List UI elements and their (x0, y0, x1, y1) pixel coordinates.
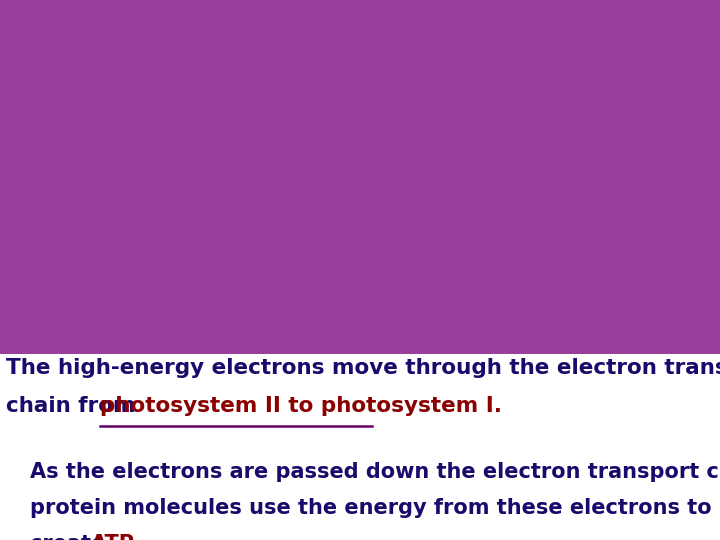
Text: photosystem II to photosystem I.: photosystem II to photosystem I. (99, 396, 502, 416)
Text: chain from: chain from (6, 396, 143, 416)
Text: As the electrons are passed down the electron transport chain,: As the electrons are passed down the ele… (30, 462, 720, 482)
Text: protein molecules use the energy from these electrons to: protein molecules use the energy from th… (30, 498, 711, 518)
Text: The high-energy electrons move through the electron transport: The high-energy electrons move through t… (6, 358, 720, 378)
Text: create: create (30, 534, 112, 540)
Text: .: . (117, 534, 125, 540)
Bar (0, 0, 720, 354)
Text: ATP: ATP (91, 534, 135, 540)
